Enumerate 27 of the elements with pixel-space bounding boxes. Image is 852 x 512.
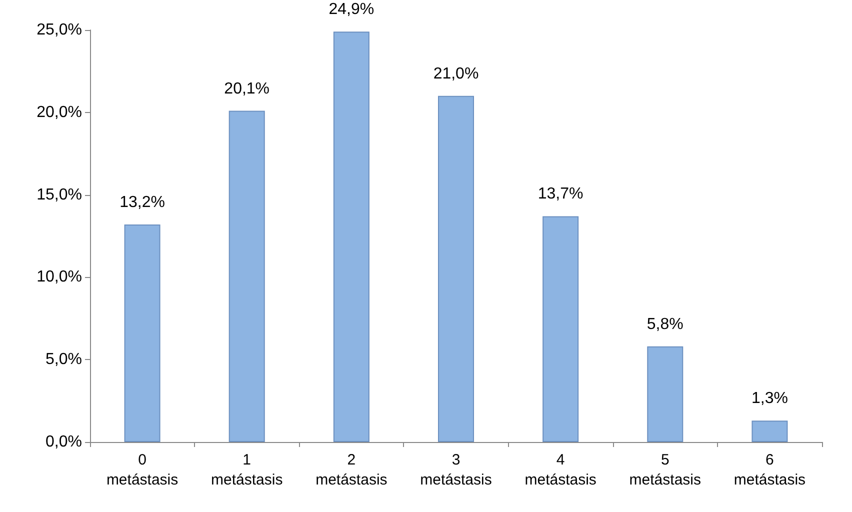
y-tick-label: 0,0% <box>46 434 82 450</box>
data-label: 20,1% <box>224 80 270 98</box>
y-tick-label: 10,0% <box>36 268 82 286</box>
data-label: 13,7% <box>538 186 584 203</box>
x-tick-label: 5 metástasis <box>629 452 701 488</box>
x-tick-label: 1 metástasis <box>211 452 283 488</box>
y-tick-label: 5,0% <box>46 351 82 368</box>
y-tick-label: 20,0% <box>36 104 82 121</box>
x-tick-label: 3 metástasis <box>420 452 492 488</box>
data-label: 5,8% <box>646 316 684 333</box>
x-tick-label: 2 metástasis <box>316 452 388 488</box>
bar <box>438 96 474 442</box>
bar <box>542 216 579 442</box>
x-tick-label: 4 metástasis <box>524 452 596 488</box>
bar <box>228 110 265 442</box>
bar <box>752 420 788 442</box>
bar <box>647 346 684 442</box>
bar <box>124 224 160 442</box>
y-tick-label: 15,0% <box>36 186 82 204</box>
data-label: 13,2% <box>120 194 165 211</box>
data-label: 24,9% <box>328 1 374 18</box>
data-label: 21,0% <box>433 65 479 82</box>
bar <box>333 32 370 442</box>
x-tick-label: 6 metástasis <box>734 452 806 488</box>
y-tick-label: 25,0% <box>36 22 82 38</box>
data-label: 1,3% <box>751 390 788 408</box>
x-tick-label: 0 metástasis <box>106 452 178 488</box>
